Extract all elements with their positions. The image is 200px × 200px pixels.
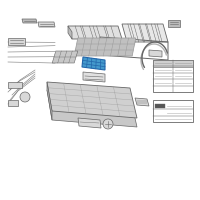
Polygon shape bbox=[38, 22, 55, 27]
Bar bbox=[153, 60, 193, 92]
Polygon shape bbox=[52, 51, 78, 63]
Polygon shape bbox=[8, 100, 18, 106]
Polygon shape bbox=[122, 24, 168, 42]
Bar bbox=[153, 100, 193, 122]
Polygon shape bbox=[82, 57, 105, 70]
Polygon shape bbox=[8, 38, 25, 45]
Circle shape bbox=[103, 119, 113, 129]
Polygon shape bbox=[135, 98, 149, 106]
Polygon shape bbox=[47, 90, 137, 127]
Polygon shape bbox=[74, 38, 136, 56]
Polygon shape bbox=[47, 82, 137, 118]
Polygon shape bbox=[68, 26, 72, 39]
Bar bbox=[155, 104, 165, 108]
Polygon shape bbox=[68, 26, 122, 39]
Bar bbox=[153, 60, 193, 67]
Polygon shape bbox=[83, 72, 105, 82]
Circle shape bbox=[20, 92, 30, 102]
Polygon shape bbox=[47, 82, 52, 120]
Polygon shape bbox=[78, 118, 101, 128]
Polygon shape bbox=[149, 50, 162, 57]
Polygon shape bbox=[168, 20, 180, 27]
Polygon shape bbox=[8, 82, 22, 88]
Polygon shape bbox=[22, 19, 37, 23]
